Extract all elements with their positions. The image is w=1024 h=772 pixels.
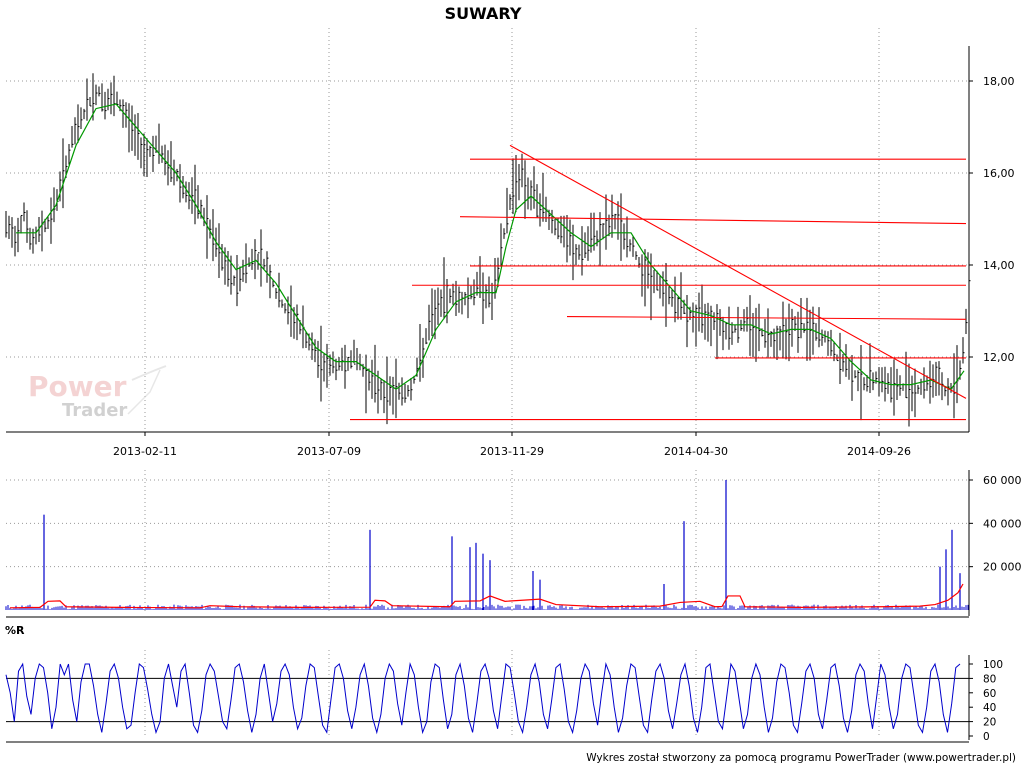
wr-y-tick-label: 100 <box>983 659 1003 671</box>
price-x-tick-label: 2014-09-26 <box>847 445 911 458</box>
logo-word-trader: Trader <box>62 400 127 421</box>
volume-average-line <box>9 583 964 609</box>
price-candles <box>5 73 971 427</box>
vol-y-tick-label: 60 000 <box>983 474 1022 487</box>
wr-y-tick-label: 0 <box>983 731 990 743</box>
volume-bars <box>5 480 969 610</box>
price-trendlines <box>350 144 967 421</box>
moving-average-line <box>16 103 965 390</box>
wr-grid <box>6 650 969 737</box>
price-x-tick-label: 2013-02-11 <box>113 445 177 458</box>
wr-y-tick-label: 60 <box>983 688 996 700</box>
price-x-tick-label: 2013-11-29 <box>480 445 544 458</box>
vol-y-tick-label: 20 000 <box>983 561 1022 574</box>
price-x-tick-label: 2014-04-30 <box>664 445 728 458</box>
wr-series-line <box>5 662 961 735</box>
wr-axes: 0 20 40 60 80 100 <box>6 655 1003 743</box>
price-y-tick-label: 16,00 <box>983 167 1015 180</box>
wr-label: %R <box>5 624 25 637</box>
volume-average <box>9 583 964 609</box>
powertrader-logo: Power Trader <box>28 365 167 421</box>
logo-word-power: Power <box>28 370 127 403</box>
logo-swoosh-2 <box>127 369 161 415</box>
footer-credit: Wykres został stworzony za pomocą progra… <box>586 752 1016 764</box>
wr-y-tick-label: 20 <box>983 717 996 729</box>
volume-grid <box>6 470 969 612</box>
logo-swoosh <box>131 365 167 381</box>
trendline-4 <box>566 315 967 320</box>
trendline-7 <box>509 144 967 399</box>
wr-line <box>5 662 961 735</box>
vol-y-tick-label: 40 000 <box>983 517 1022 530</box>
price-axes: 12,00 14,00 16,00 18,00 2013-02-11 2013-07-09… <box>6 46 1015 458</box>
price-y-tick-label: 12,00 <box>983 351 1015 364</box>
wr-y-tick-label: 80 <box>983 673 996 685</box>
price-y-tick-label: 14,00 <box>983 259 1015 272</box>
price-x-tick-label: 2013-07-09 <box>297 445 361 458</box>
volume-axes: 20 000 40 000 60 000 <box>6 470 1022 618</box>
trendline-1 <box>459 216 967 225</box>
price-moving-average <box>16 103 965 390</box>
chart-title: SUWARY <box>445 4 522 23</box>
wr-y-tick-label: 40 <box>983 702 996 714</box>
price-grid <box>6 28 969 432</box>
price-y-tick-label: 18,00 <box>983 75 1015 88</box>
